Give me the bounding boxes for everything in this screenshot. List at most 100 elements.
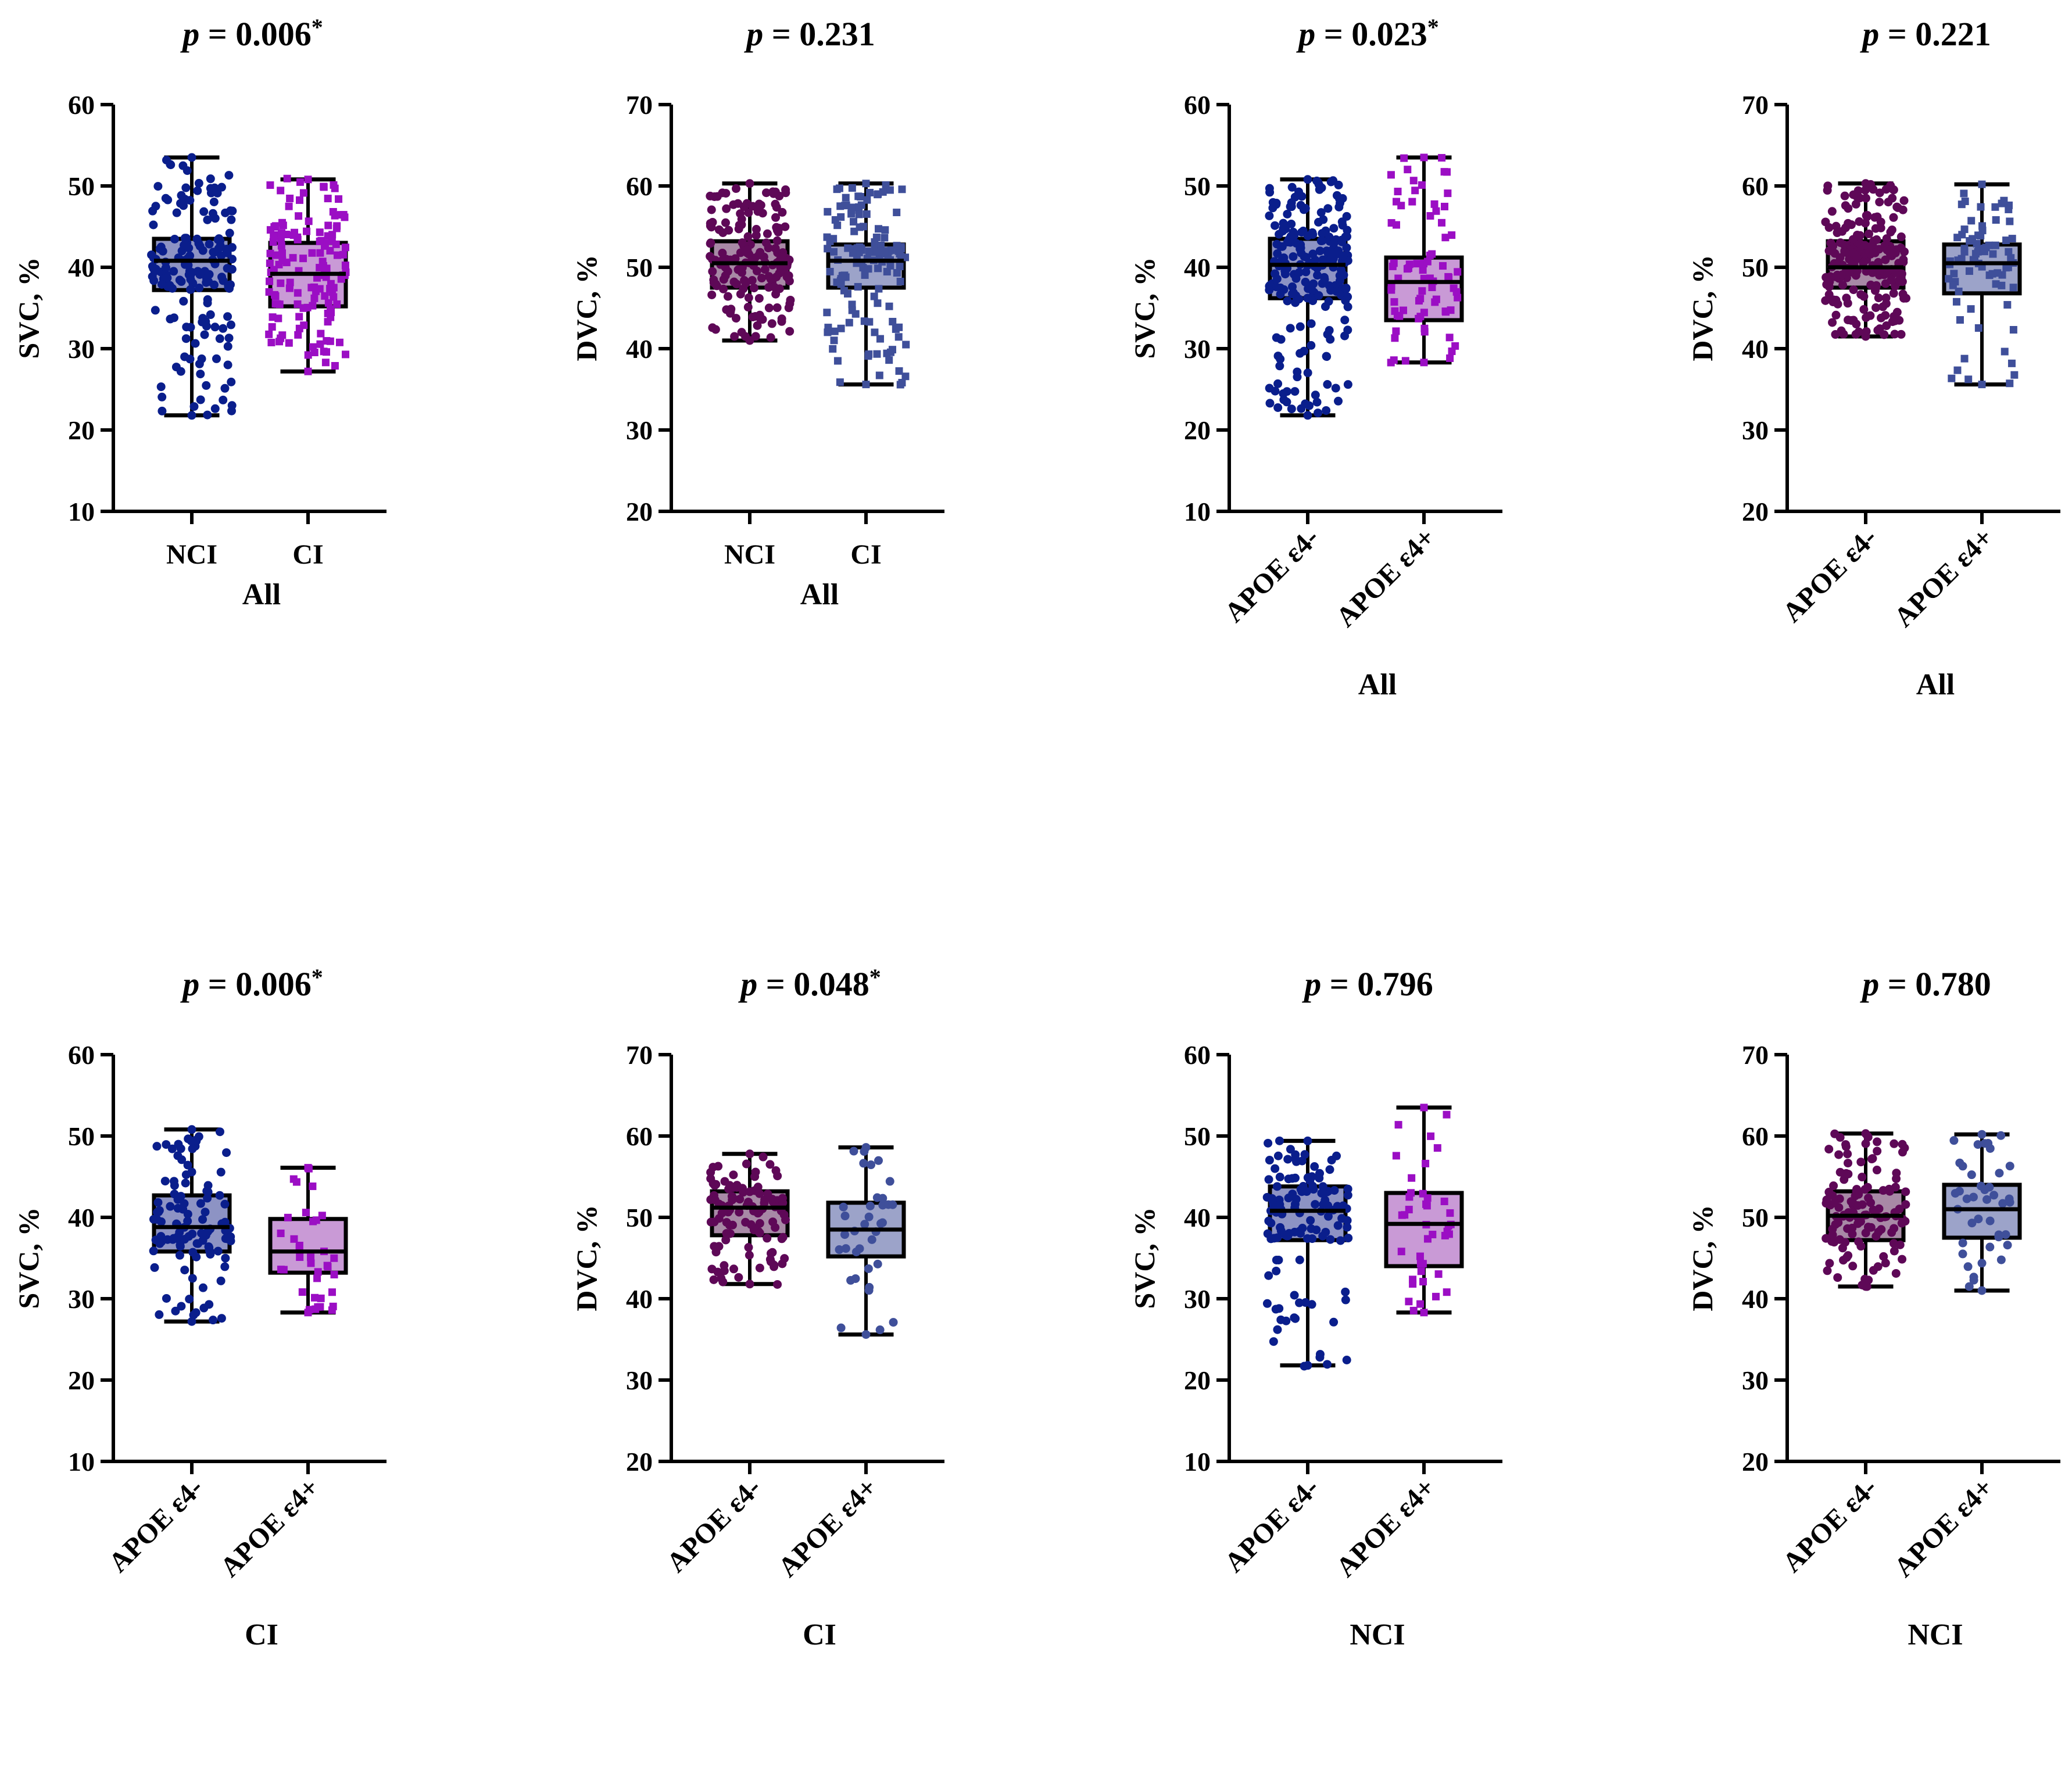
data-point — [1271, 386, 1280, 396]
data-point — [755, 1189, 764, 1198]
data-point — [1264, 1175, 1273, 1184]
data-point — [331, 362, 339, 370]
data-point — [738, 238, 747, 248]
data-point — [1273, 249, 1282, 259]
data-point — [745, 1149, 754, 1159]
data-point — [867, 1160, 876, 1170]
data-point — [1341, 1295, 1350, 1305]
data-point — [289, 254, 297, 262]
data-point — [760, 265, 770, 274]
data-point — [864, 1264, 873, 1273]
data-point — [1831, 310, 1841, 320]
data-point — [773, 1171, 782, 1181]
data-point — [735, 1207, 744, 1217]
data-point — [294, 331, 302, 339]
data-point — [1305, 1176, 1315, 1185]
data-point — [1283, 1155, 1293, 1164]
data-point — [278, 218, 286, 227]
data-point — [300, 321, 308, 329]
data-point — [283, 174, 291, 182]
data-point — [1995, 1169, 2004, 1178]
chart-svg: p = 0.796 SVC, % 10 20 30 40 50 60 APOE ε4- APOE … — [1128, 965, 1502, 1651]
data-point — [755, 1228, 764, 1238]
data-point — [1314, 177, 1323, 187]
data-point — [1848, 1262, 1858, 1271]
data-point — [1319, 1189, 1329, 1198]
data-point — [745, 179, 754, 188]
data-point — [1822, 280, 1831, 289]
data-point — [330, 1271, 338, 1279]
data-point — [836, 1323, 846, 1332]
data-point — [855, 1244, 864, 1253]
data-point — [271, 251, 280, 259]
data-point — [1282, 387, 1291, 396]
data-point — [1275, 1304, 1284, 1313]
y-axis-label: DVC, % — [570, 1205, 603, 1311]
y-tick-label: 50 — [1184, 171, 1211, 201]
chart-title: p = 0.048* — [738, 964, 881, 1003]
data-point — [1272, 200, 1281, 209]
data-point — [864, 1212, 874, 1221]
data-point — [781, 185, 790, 195]
data-point — [1443, 1110, 1451, 1119]
data-point — [1860, 1185, 1870, 1194]
data-point — [765, 1255, 775, 1264]
data-point — [1318, 255, 1327, 264]
data-point — [840, 1212, 850, 1221]
data-point — [1454, 268, 1462, 276]
data-point — [731, 184, 740, 193]
data-point — [329, 207, 337, 216]
data-point — [326, 337, 334, 345]
data-point — [743, 303, 753, 312]
data-point — [1315, 246, 1325, 256]
data-point — [895, 367, 903, 375]
y-tick-label: 60 — [68, 90, 95, 120]
data-point — [1418, 181, 1426, 189]
data-point — [227, 215, 236, 224]
data-point — [278, 249, 287, 257]
x-category-label: APOE ε4- — [1219, 522, 1325, 628]
data-point — [1326, 177, 1336, 187]
data-point — [1289, 252, 1298, 261]
data-point — [1291, 1173, 1300, 1182]
data-point — [1452, 288, 1461, 296]
data-point — [855, 210, 863, 218]
data-point — [324, 309, 332, 317]
data-point — [1829, 1181, 1838, 1191]
data-points — [1262, 1136, 1353, 1371]
y-tick-label: 40 — [68, 253, 95, 282]
data-point — [188, 1274, 197, 1283]
data-point — [1898, 205, 1908, 214]
data-point — [851, 310, 860, 318]
data-point — [833, 221, 842, 230]
data-point — [1323, 1212, 1333, 1221]
y-axis-label: SVC, % — [12, 1207, 45, 1309]
data-point — [723, 267, 732, 276]
data-point — [1866, 1198, 1876, 1207]
data-point — [881, 234, 889, 242]
data-point — [1265, 211, 1274, 220]
data-point — [228, 206, 237, 216]
data-point — [1318, 236, 1327, 245]
data-point — [1871, 1206, 1881, 1216]
data-point — [155, 1310, 164, 1319]
data-point — [867, 1235, 876, 1244]
data-point — [277, 187, 285, 195]
data-point — [759, 252, 768, 261]
data-point — [1901, 1187, 1910, 1196]
data-point — [1971, 250, 1980, 258]
data-point — [711, 279, 720, 289]
data-point — [733, 265, 743, 274]
data-point — [743, 232, 753, 241]
data-point — [170, 234, 180, 243]
data-point — [1853, 186, 1863, 195]
data-point — [865, 1282, 874, 1292]
data-point — [316, 249, 324, 257]
y-tick-label: 10 — [1184, 497, 1211, 526]
data-point — [885, 356, 893, 364]
data-point — [1277, 242, 1287, 251]
data-point — [1319, 215, 1328, 224]
data-point — [1824, 246, 1834, 256]
data-point — [286, 278, 294, 286]
data-point — [2008, 235, 2016, 243]
